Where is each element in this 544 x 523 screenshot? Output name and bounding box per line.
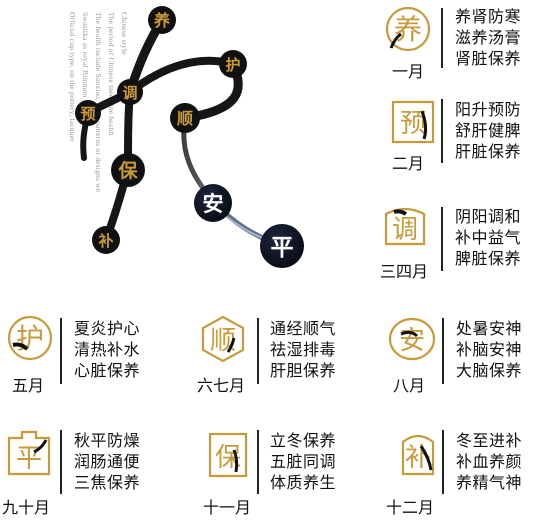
node-yang-label: 养 (153, 11, 171, 30)
month-label: 九十月 (2, 498, 51, 517)
node-shun-label: 顺 (177, 109, 193, 128)
line: 冬至进补 (456, 431, 523, 450)
divider (60, 430, 62, 494)
node-hu[interactable]: 护 (219, 50, 247, 78)
node-hu-label: 护 (225, 56, 240, 74)
divider (60, 318, 62, 384)
line: 五脏同调 (270, 452, 337, 471)
deco-line: Swastika as royal Bimmon 'e' 'i' with m (81, 12, 90, 138)
line: 补血养颜 (456, 452, 523, 471)
line: 阳升预防 (455, 100, 522, 119)
yang-badge-icon: 养 (383, 4, 433, 54)
divider (441, 207, 443, 271)
stroke-hu-tiao (126, 56, 237, 96)
node-yu[interactable]: 预 (75, 100, 101, 126)
bu-badge-icon: 补 (393, 428, 443, 478)
month-text-lines: 冬至进补 补血养颜 养精气神 (456, 430, 522, 493)
month-text-lines: 阴阳调和 补中益气 脾脏保养 (455, 206, 521, 269)
line: 立冬保养 (270, 431, 337, 450)
node-tiao[interactable]: 调 (117, 79, 143, 105)
node-yu-label: 预 (80, 105, 95, 123)
line: 舒肝健脾 (455, 121, 522, 140)
line: 处暑安神 (456, 319, 523, 338)
ink-brush-graph: 养 护 调 预 顺 保 安 补 平 (75, 6, 304, 268)
divider (442, 430, 444, 494)
node-bu[interactable]: 补 (92, 226, 120, 254)
shun-badge-icon: 顺 (198, 314, 248, 364)
node-shun[interactable]: 顺 (170, 103, 200, 133)
month-text-lines: 夏炎护心 清热补水 心脏保养 (74, 318, 140, 381)
month-text-lines: 阳升预防 舒肝健脾 肝脏保养 (455, 99, 521, 162)
month-label: 十二月 (386, 498, 435, 517)
line: 补脑安神 (456, 340, 523, 359)
line: 秋平防燥 (74, 431, 141, 450)
month-label: 二月 (392, 154, 425, 173)
divider (441, 8, 443, 68)
node-ping-label: 平 (271, 235, 294, 261)
badge-glyph: 安 (399, 326, 425, 356)
month-label: 十一月 (203, 498, 252, 517)
node-yang[interactable]: 养 (148, 6, 176, 34)
line: 养肾防寒 (455, 7, 522, 26)
deco-line: Chinese style (120, 12, 129, 55)
line: 体质养生 (270, 473, 337, 492)
hu-badge-icon: 护 (5, 313, 55, 363)
divider (441, 99, 443, 163)
yu-badge-icon: 预 (388, 97, 438, 147)
line: 肝脏保养 (455, 142, 522, 161)
month-text-lines: 秋平防燥 润肠通便 三焦保养 (74, 430, 140, 493)
bao-badge-icon: 保 (204, 430, 254, 480)
deco-line: Official cup type, on the pottery, lacqu… (68, 12, 77, 142)
line: 养精气神 (456, 473, 523, 492)
month-text-lines: 立冬保养 五脏同调 体质养生 (270, 430, 336, 493)
an-badge-icon: 安 (387, 314, 437, 364)
badge-glyph: 调 (392, 215, 418, 245)
node-an-label: 安 (203, 192, 224, 216)
line: 通经顺气 (270, 319, 337, 338)
node-an[interactable]: 安 (194, 184, 232, 222)
badge-glyph: 养 (394, 13, 422, 46)
month-label: 一月 (392, 62, 425, 81)
divider (257, 318, 259, 384)
decorative-english-text: Chinese style The period of Chinese medi… (68, 12, 129, 192)
line: 润肠通便 (74, 452, 141, 471)
divider (257, 430, 259, 494)
line: 心脏保养 (74, 361, 141, 380)
node-ping[interactable]: 平 (260, 224, 304, 268)
month-label: 五月 (12, 376, 45, 395)
month-label: 三四月 (380, 262, 429, 281)
node-bao-label: 保 (117, 159, 138, 182)
month-text-lines: 通经顺气 祛湿排毒 肝胆保养 (270, 318, 336, 381)
line: 滋养汤膏 (455, 28, 522, 47)
line: 肝胆保养 (270, 361, 337, 380)
line: 肾脏保养 (455, 49, 522, 68)
line: 三焦保养 (74, 473, 141, 492)
line: 夏炎护心 (74, 319, 141, 338)
line: 补中益气 (455, 228, 522, 247)
line: 清热补水 (74, 340, 141, 359)
line: 阴阳调和 (455, 207, 522, 226)
tiao-badge-icon: 调 (380, 200, 430, 250)
ping-badge-icon: 平 (4, 428, 54, 478)
month-label: 六七月 (197, 376, 246, 395)
node-bao[interactable]: 保 (111, 153, 145, 187)
badge-glyph: 护 (16, 322, 44, 355)
line: 祛湿排毒 (270, 340, 337, 359)
divider (442, 318, 444, 384)
node-bu-label: 补 (97, 232, 113, 250)
month-label: 八月 (393, 376, 426, 395)
line: 脾脏保养 (455, 249, 522, 268)
deco-line: The health include Sanxiao, mine pattern… (94, 12, 103, 192)
month-text-lines: 养肾防寒 滋养汤膏 肾脏保养 (455, 6, 521, 69)
deco-line: The period of Chinese medicine health (107, 12, 116, 136)
line: 大脑保养 (456, 361, 523, 380)
node-tiao-label: 调 (122, 84, 137, 102)
month-text-lines: 处暑安神 补脑安神 大脑保养 (456, 318, 522, 381)
